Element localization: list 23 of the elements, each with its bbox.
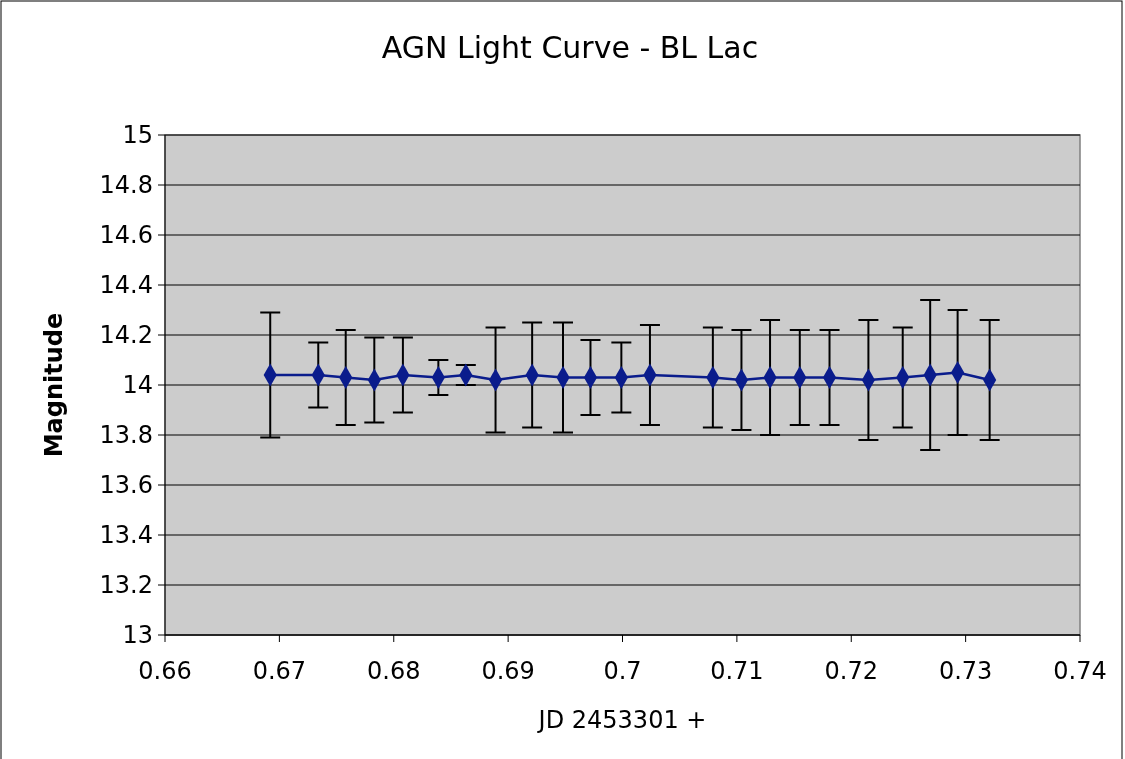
y-tick-label: 13.6 xyxy=(99,471,153,500)
y-tick-label: 14.2 xyxy=(99,321,153,350)
x-tick-label: 0.67 xyxy=(252,657,307,685)
y-tick-label: 13.8 xyxy=(99,421,153,450)
x-tick-label: 0.73 xyxy=(938,657,993,685)
x-tick-label: 0.68 xyxy=(367,657,421,685)
x-tick-label: 0.69 xyxy=(481,657,535,685)
x-tick-label: 0.7 xyxy=(603,657,642,685)
y-tick-label: 14.4 xyxy=(99,271,153,300)
y-axis-title: Magnitude xyxy=(40,312,68,458)
x-axis-title: JD 2453301 + xyxy=(536,706,707,734)
y-tick-label: 13 xyxy=(122,621,153,650)
y-tick-label: 15 xyxy=(122,121,153,150)
y-tick-label: 13.4 xyxy=(99,521,153,550)
x-tick-label: 0.66 xyxy=(138,657,192,685)
y-tick-label: 14.8 xyxy=(99,171,153,200)
chart-title: AGN Light Curve - BL Lac xyxy=(381,30,759,65)
x-tick-label: 0.71 xyxy=(710,657,764,685)
y-tick-label: 14.6 xyxy=(99,221,153,250)
x-tick-label: 0.72 xyxy=(824,657,878,685)
x-tick-label: 0.74 xyxy=(1053,657,1107,685)
y-tick-label: 13.2 xyxy=(99,571,153,600)
y-tick-label: 14 xyxy=(122,371,153,400)
